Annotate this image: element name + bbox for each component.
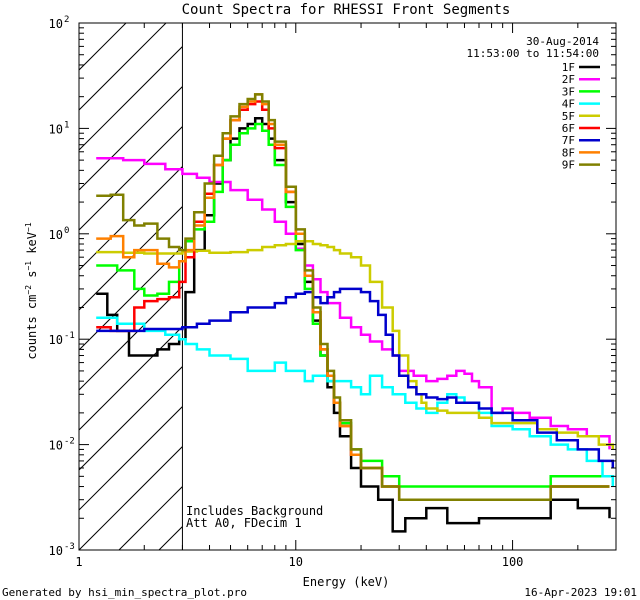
y-tick-exponent: -1 bbox=[64, 331, 75, 341]
annotation-attenuator: Att A0, FDecim 1 bbox=[186, 516, 302, 530]
y-axis-label: counts cm−2 s−1 keV−1 bbox=[24, 222, 39, 359]
x-tick-label: 1 bbox=[75, 555, 82, 569]
legend-label-3f: 3F bbox=[562, 85, 575, 98]
annotation-background: Includes Background bbox=[186, 504, 323, 518]
legend-label-9f: 9F bbox=[562, 159, 575, 172]
y-tick-exponent: 1 bbox=[64, 120, 69, 130]
series-line-5f bbox=[96, 239, 615, 450]
y-tick-exponent: 0 bbox=[64, 226, 69, 236]
series-line-4f bbox=[96, 316, 615, 487]
legend-label-6f: 6F bbox=[562, 122, 575, 135]
footer-generated-by: Generated by hsi_min_spectra_plot.pro bbox=[2, 586, 247, 599]
legend-date: 30-Aug-2014 bbox=[526, 35, 599, 48]
series-line-7f bbox=[96, 287, 615, 468]
y-tick-label: 10 bbox=[49, 439, 63, 453]
y-tick-label: 10 bbox=[49, 544, 63, 558]
series-line-9f bbox=[96, 93, 610, 501]
x-tick-label: 10 bbox=[289, 555, 303, 569]
y-tick-label: 10 bbox=[49, 122, 63, 136]
footer-timestamp: 16-Apr-2023 19:01 bbox=[524, 586, 637, 599]
legend-label-8f: 8F bbox=[562, 146, 575, 159]
legend-label-7f: 7F bbox=[562, 134, 575, 147]
legend-label-5f: 5F bbox=[562, 110, 575, 123]
y-tick-label: 10 bbox=[49, 228, 63, 242]
legend-label-2f: 2F bbox=[562, 73, 575, 86]
legend-label-1f: 1F bbox=[562, 61, 575, 74]
y-tick-label: 10 bbox=[49, 333, 63, 347]
plot-frame bbox=[78, 22, 617, 551]
x-tick-label: 100 bbox=[502, 555, 524, 569]
series-layer bbox=[96, 93, 615, 533]
chart-title: Count Spectra for RHESSI Front Segments bbox=[182, 2, 511, 18]
x-axis-label: Energy (keV) bbox=[303, 575, 390, 589]
y-tick-label: 10 bbox=[49, 17, 63, 31]
y-tick-exponent: 2 bbox=[64, 15, 69, 25]
y-tick-exponent: -2 bbox=[64, 437, 75, 447]
legend-time-range: 11:53:00 to 11:54:00 bbox=[467, 47, 599, 60]
y-tick-exponent: -3 bbox=[64, 542, 75, 552]
x-axis: 1 10 100 bbox=[75, 23, 617, 569]
legend-label-4f: 4F bbox=[562, 98, 575, 111]
